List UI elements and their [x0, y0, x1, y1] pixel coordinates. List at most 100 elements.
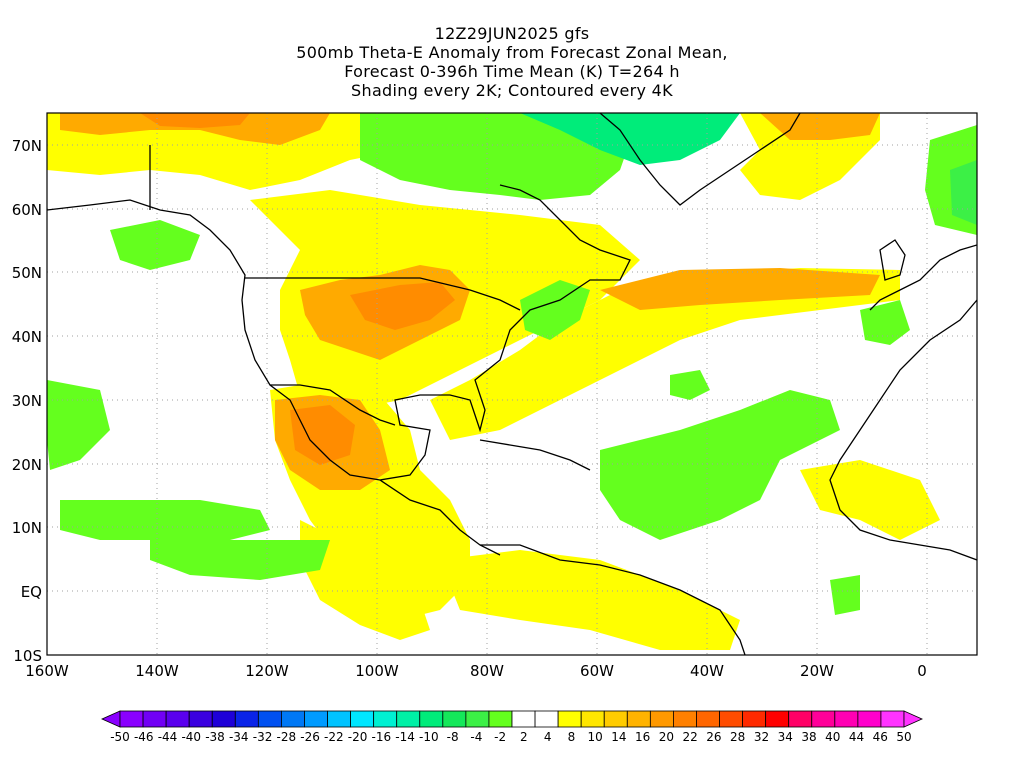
colorbar-swatch [396, 710, 421, 728]
colorbar-label: -34 [229, 730, 249, 744]
colorbar-label: -32 [253, 730, 273, 744]
map-frame [46, 112, 978, 656]
cool-region-south-atlantic [830, 575, 860, 615]
colorbar-label: -16 [372, 730, 392, 744]
colorbar-arrow-left [101, 710, 121, 728]
lon-tick-label: 160W [25, 662, 69, 680]
warm-core-atlantic [600, 268, 880, 310]
colorbar-label: 8 [568, 730, 576, 744]
coast-central-america [379, 479, 501, 556]
colorbar-swatch [165, 710, 190, 728]
colorbar-label: -20 [348, 730, 368, 744]
warm-region-west-africa [800, 460, 940, 540]
colorbar-label: -14 [395, 730, 415, 744]
colorbar-label: 44 [849, 730, 864, 744]
lon-tick-label: 120W [245, 662, 289, 680]
colorbar-swatch [580, 710, 605, 728]
colorbar-swatch [673, 710, 697, 728]
colorbar-label: -50 [110, 730, 130, 744]
colorbar-label: 28 [730, 730, 745, 744]
lon-tick-label: 40W [690, 662, 724, 680]
colorbar-swatch [327, 710, 351, 728]
colorbar-label: 20 [659, 730, 674, 744]
warm-core-alaska [60, 113, 330, 145]
lat-tick-label: 60N [12, 201, 42, 219]
colorbar-label: 34 [778, 730, 793, 744]
graticule [47, 113, 977, 655]
colorbar-label: 38 [801, 730, 816, 744]
colorbar-label: -4 [470, 730, 482, 744]
colorbar-label: -40 [181, 730, 201, 744]
colorbar-swatch [742, 710, 767, 728]
coast-caribbean [479, 439, 591, 471]
anomaly-shading [47, 113, 977, 650]
colorbar-swatch [534, 710, 559, 728]
lon-tick-label: 80W [470, 662, 504, 680]
coast-europe [869, 244, 977, 311]
colorbar-label: 10 [588, 730, 603, 744]
cool-region-east-pacific [60, 500, 270, 540]
colorbar [101, 710, 923, 728]
colorbar-swatch [811, 710, 836, 728]
colorbar-swatch [880, 710, 905, 728]
warm-streak-atlantic [430, 268, 900, 440]
colorbar-label: -8 [447, 730, 459, 744]
warm-inner-plains [350, 282, 455, 330]
lat-tick-labels: 70N 60N 50N 40N 30N 20N 10N EQ 10S [12, 137, 42, 665]
colorbar-swatch [696, 710, 720, 728]
warm-inner-mexico [290, 405, 355, 465]
colorbar-swatch [834, 710, 859, 728]
colorbar-swatch [765, 710, 790, 728]
colorbar-swatch [188, 710, 213, 728]
cool-region-east-pacific-2 [150, 540, 330, 580]
colorbar-swatch [626, 710, 651, 728]
colorbar-label: -28 [276, 730, 296, 744]
coast-greenland [599, 113, 801, 206]
colorbar-swatch [350, 710, 375, 728]
warm-core-alaska-inner [140, 113, 250, 128]
lon-tick-label: 20W [800, 662, 834, 680]
colorbar-swatch [788, 710, 813, 728]
lon-tick-label: 100W [355, 662, 399, 680]
colorbar-swatch [419, 710, 444, 728]
colorbar-label: 4 [544, 730, 552, 744]
colorbar-label: 16 [635, 730, 650, 744]
lat-tick-label: 10N [12, 519, 42, 537]
lat-tick-label: 20N [12, 456, 42, 474]
colorbar-swatch [557, 710, 582, 728]
colorbar-label: 2 [520, 730, 528, 744]
cool-region-gulf-of-alaska [110, 220, 200, 270]
title-forecast: Forecast 0-396h Time Mean (K) T=264 h [344, 62, 680, 81]
colorbar-label: -2 [494, 730, 506, 744]
cool-region-central-atlantic [600, 390, 840, 540]
warm-region-tropical-pacific [300, 520, 430, 640]
cool-region-pacific-west [47, 380, 110, 470]
colorbar-arrow-right [903, 710, 923, 728]
colorbar-label: 32 [754, 730, 769, 744]
title-date: 12Z29JUN2025 gfs [434, 24, 590, 43]
colorbar-label: -26 [300, 730, 320, 744]
coastlines [47, 113, 977, 655]
colorbar-label: 46 [873, 730, 888, 744]
title-field: 500mb Theta-E Anomaly from Forecast Zona… [296, 43, 728, 62]
cool-region-gulf-of-maine [520, 280, 590, 340]
colorbar-swatch [281, 710, 305, 728]
lat-tick-label: EQ [21, 583, 42, 601]
lon-tick-label: 140W [135, 662, 179, 680]
colorbar-swatch [234, 710, 259, 728]
lat-tick-label: 70N [12, 137, 42, 155]
title-shading: Shading every 2K; Contoured every 4K [351, 81, 673, 100]
warm-core-north-atlantic [760, 113, 880, 140]
lat-tick-label: 30N [12, 392, 42, 410]
colorbar-swatch [465, 710, 490, 728]
title-block: 12Z29JUN2025 gfs 500mb Theta-E Anomaly f… [0, 24, 1024, 100]
colorbar-labels: -50 -46 -44 -40 -38 -34 -32 -28 -26 -22 -20 -16 -14-… [110, 730, 911, 744]
colorbar-label: -10 [419, 730, 439, 744]
colorbar-swatch [719, 710, 743, 728]
colorbar-swatch [603, 710, 628, 728]
colorbar-label: -38 [205, 730, 225, 744]
colorbar-swatch [442, 710, 467, 728]
lat-tick-label: 10S [13, 647, 42, 665]
lat-tick-label: 50N [12, 264, 42, 282]
